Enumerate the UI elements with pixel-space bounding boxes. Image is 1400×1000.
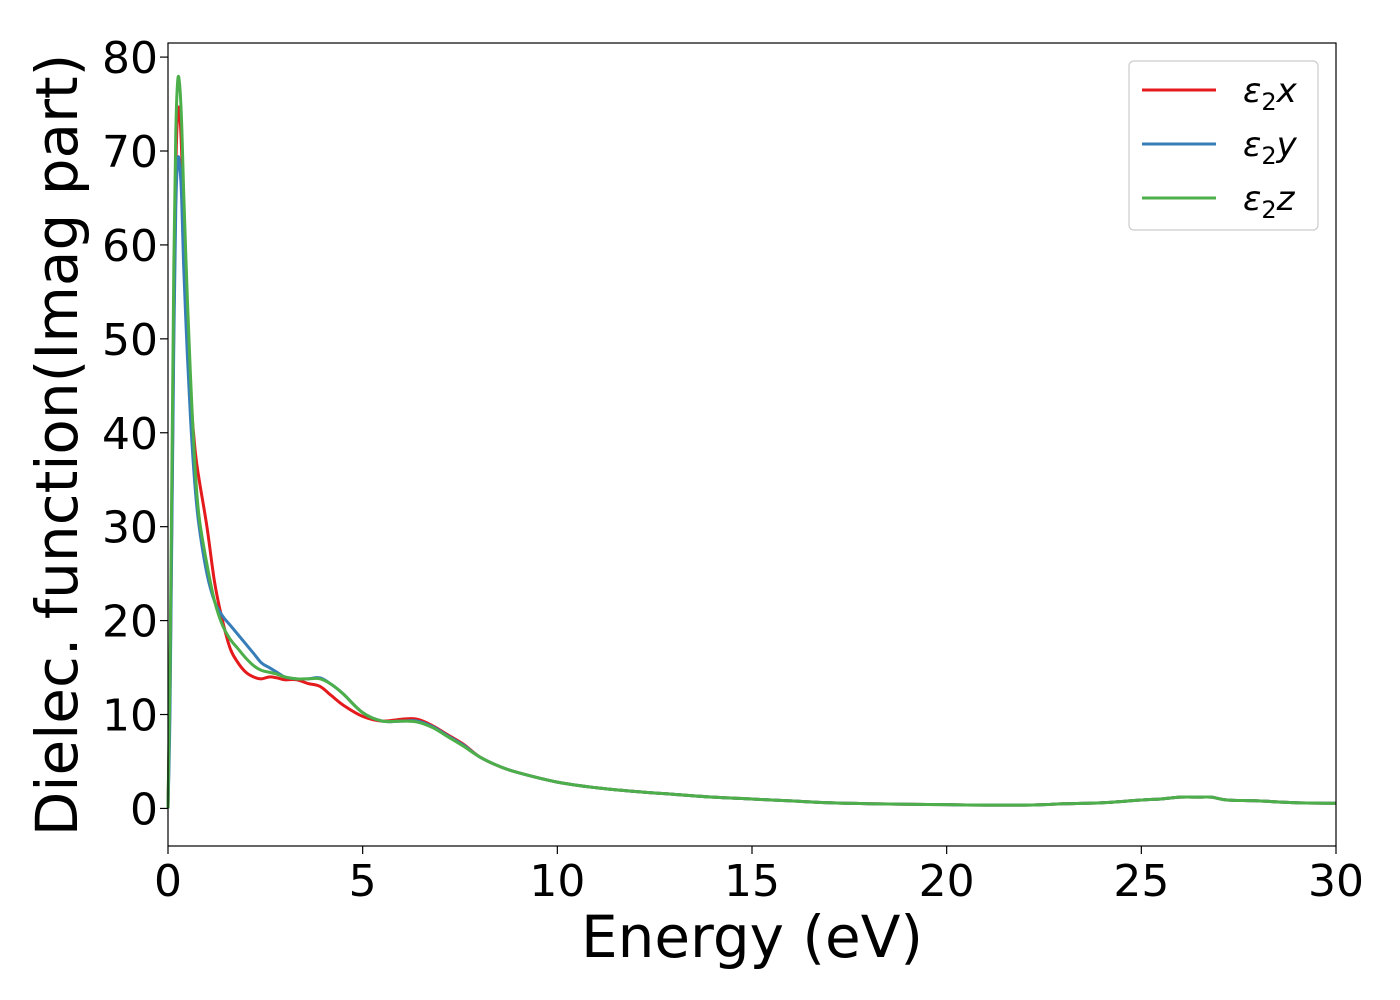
plot-lines bbox=[166, 74, 1337, 809]
x-axis-ticks: 0 5 10 15 20 25 30 bbox=[154, 846, 1364, 907]
y-tick-label: 0 bbox=[130, 784, 158, 835]
y-tick-label: 80 bbox=[102, 33, 158, 84]
y-tick-label: 20 bbox=[102, 597, 158, 648]
x-tick-label: 15 bbox=[724, 856, 780, 907]
legend-box bbox=[1128, 60, 1319, 231]
y-tick-label: 10 bbox=[102, 691, 158, 742]
x-tick-label: 10 bbox=[529, 856, 585, 907]
legend-label-y: ε2y bbox=[1243, 125, 1298, 170]
y-tick-label: 40 bbox=[102, 409, 158, 460]
legend: ε2x ε2y ε2z bbox=[1128, 60, 1319, 231]
x-tick-label: 20 bbox=[919, 856, 975, 907]
y-tick-label: 30 bbox=[102, 503, 158, 554]
y-tick-label: 50 bbox=[102, 315, 158, 366]
y-axis-ticks: 0 10 20 30 40 50 60 70 80 bbox=[102, 33, 168, 835]
x-axis-title: Energy (eV) bbox=[581, 903, 923, 971]
y-tick-label: 70 bbox=[102, 127, 158, 178]
x-tick-label: 30 bbox=[1308, 856, 1364, 907]
series-line-z bbox=[166, 74, 1337, 809]
y-axis-title: Dielec. function(Imag part) bbox=[23, 54, 91, 837]
legend-label-z: ε2z bbox=[1243, 179, 1296, 224]
y-tick-label: 60 bbox=[102, 221, 158, 272]
legend-label-x: ε2x bbox=[1243, 71, 1298, 116]
x-tick-label: 25 bbox=[1113, 856, 1169, 907]
x-tick-label: 5 bbox=[349, 856, 377, 907]
x-tick-label: 0 bbox=[154, 856, 182, 907]
